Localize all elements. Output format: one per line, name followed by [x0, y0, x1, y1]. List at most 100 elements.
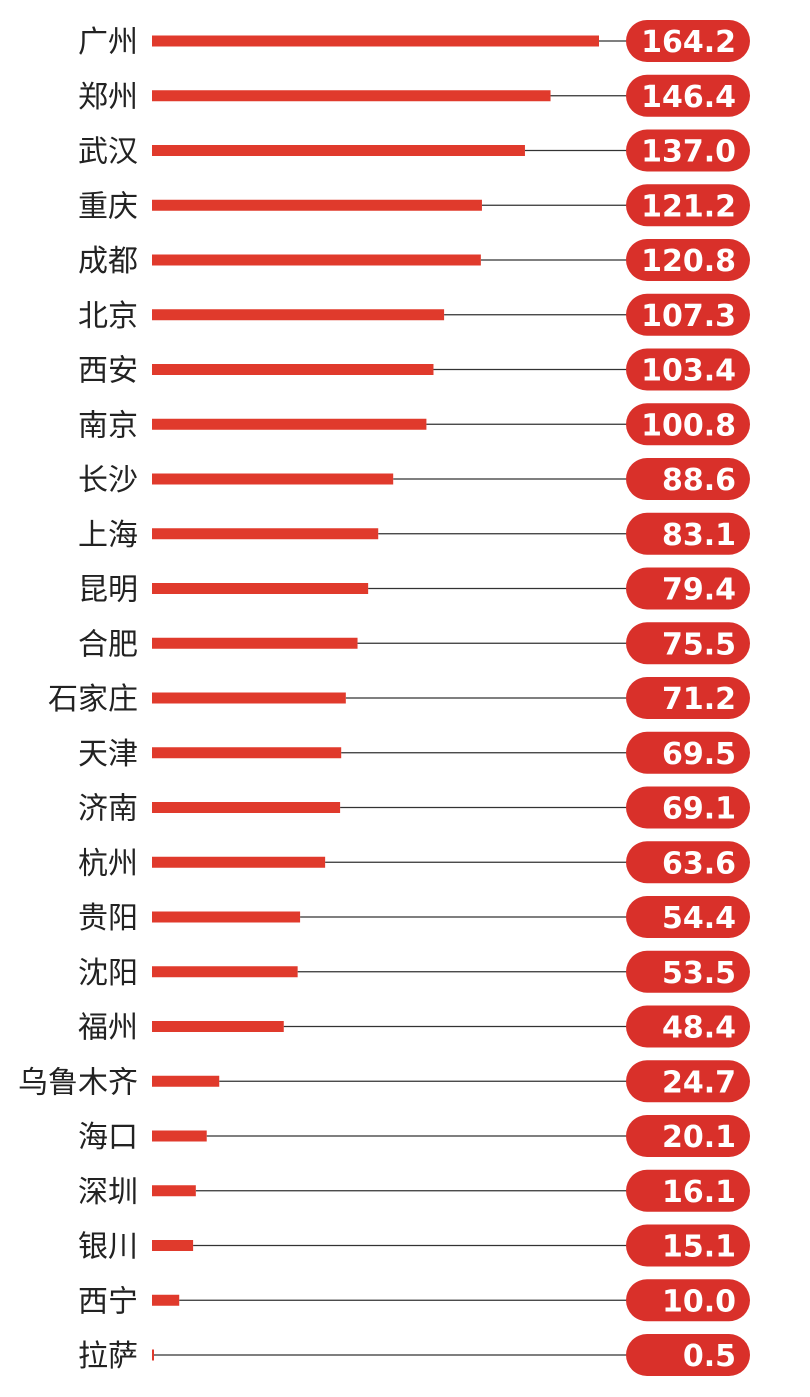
bar-row: 昆明 79.4	[78, 567, 750, 610]
category-label: 银川	[78, 1230, 138, 1265]
bar	[152, 1294, 180, 1306]
data-label: 103.4	[641, 354, 736, 389]
bar	[152, 1130, 207, 1142]
bar	[152, 364, 434, 375]
data-label: 146.4	[641, 80, 736, 115]
category-label: 深圳	[78, 1175, 138, 1210]
category-label: 西安	[78, 354, 138, 389]
data-label: 0.5	[683, 1339, 736, 1374]
value-badge	[626, 20, 750, 62]
value-badge	[626, 1005, 750, 1048]
data-label: 75.5	[662, 627, 736, 662]
bar-row: 海口 20.1	[78, 1115, 750, 1157]
data-label: 71.2	[662, 682, 736, 717]
bar	[152, 747, 342, 759]
data-label: 137.0	[641, 135, 736, 170]
category-label: 沈阳	[78, 956, 138, 991]
value-badge	[626, 567, 750, 610]
value-badge	[626, 622, 750, 665]
bar-row: 合肥 75.5	[78, 622, 750, 665]
bar	[152, 856, 326, 868]
bar-row: 长沙 88.6	[78, 458, 750, 500]
data-label: 69.5	[662, 737, 736, 772]
category-label: 上海	[78, 518, 138, 553]
value-badge	[626, 731, 750, 774]
category-label: 昆明	[78, 573, 138, 608]
bar-row: 武汉 137.0	[78, 129, 750, 172]
category-label: 南京	[78, 408, 138, 443]
category-label: 重庆	[78, 189, 138, 224]
value-badge	[626, 950, 750, 993]
bar-row: 西宁 10.0	[78, 1279, 750, 1322]
bar	[152, 473, 394, 485]
category-label: 合肥	[78, 627, 138, 662]
bar	[152, 637, 358, 649]
category-label: 拉萨	[78, 1339, 138, 1374]
category-label: 天津	[78, 737, 138, 772]
data-label: 15.1	[662, 1230, 736, 1265]
bar-row: 郑州 146.4	[78, 74, 750, 117]
bar	[152, 1185, 196, 1197]
value-badge	[626, 1060, 750, 1103]
value-badge	[626, 184, 750, 227]
bar-row: 南京 100.8	[78, 403, 750, 446]
bar-row: 沈阳 53.5	[78, 950, 750, 993]
bar-row: 西安 103.4	[78, 348, 750, 391]
data-label: 79.4	[662, 573, 736, 608]
category-label: 北京	[78, 299, 138, 334]
value-badge	[626, 1224, 750, 1267]
bar	[152, 254, 481, 266]
value-badge	[626, 403, 750, 446]
bar	[152, 1240, 194, 1251]
data-label: 53.5	[662, 956, 736, 991]
value-badge	[626, 896, 750, 938]
chart-rows: 广州 164.2 郑州 146.4 武汉 137.0 重庆 121.2 成都 120.8 北京 107…	[18, 20, 750, 1376]
category-label: 福州	[78, 1011, 138, 1046]
category-label: 贵阳	[78, 901, 138, 936]
bar	[152, 1021, 284, 1032]
category-label: 广州	[78, 25, 138, 60]
bar-row: 上海 83.1	[78, 512, 750, 555]
value-badge	[626, 129, 750, 172]
bar	[152, 911, 301, 923]
data-label: 164.2	[641, 25, 736, 60]
bar	[152, 528, 379, 540]
bar	[152, 802, 341, 813]
data-label: 10.0	[662, 1284, 736, 1319]
bar-row: 天津 69.5	[78, 731, 750, 774]
bar	[152, 90, 551, 102]
bar-row: 石家庄 71.2	[48, 677, 750, 719]
data-label: 100.8	[641, 408, 736, 443]
bar	[152, 966, 298, 978]
bar	[152, 1349, 154, 1361]
category-label: 武汉	[78, 135, 138, 170]
bar	[152, 35, 599, 47]
data-label: 88.6	[662, 463, 736, 498]
bar-row: 济南 69.1	[78, 786, 750, 829]
bar-row: 贵阳 54.4	[78, 896, 750, 938]
category-label: 济南	[78, 792, 138, 827]
bar-row: 重庆 121.2	[78, 184, 750, 227]
bar-row: 银川 15.1	[78, 1224, 750, 1267]
bar	[152, 309, 445, 321]
data-label: 48.4	[662, 1011, 736, 1046]
data-label: 24.7	[662, 1065, 736, 1100]
value-badge	[626, 458, 750, 500]
value-badge	[626, 512, 750, 555]
value-badge	[626, 1279, 750, 1322]
data-label: 20.1	[662, 1120, 736, 1155]
category-label: 郑州	[78, 80, 138, 115]
bar	[152, 583, 369, 594]
bar-row: 乌鲁木齐 24.7	[18, 1060, 750, 1103]
category-label: 西宁	[78, 1284, 138, 1319]
data-label: 121.2	[641, 189, 736, 224]
bar	[152, 145, 525, 156]
bar-row: 杭州 63.6	[78, 841, 750, 884]
value-badge	[626, 293, 750, 336]
category-label: 石家庄	[48, 682, 138, 717]
bar-row: 福州 48.4	[78, 1005, 750, 1048]
value-badge	[626, 677, 750, 719]
value-badge	[626, 239, 750, 281]
category-label: 长沙	[78, 463, 138, 498]
